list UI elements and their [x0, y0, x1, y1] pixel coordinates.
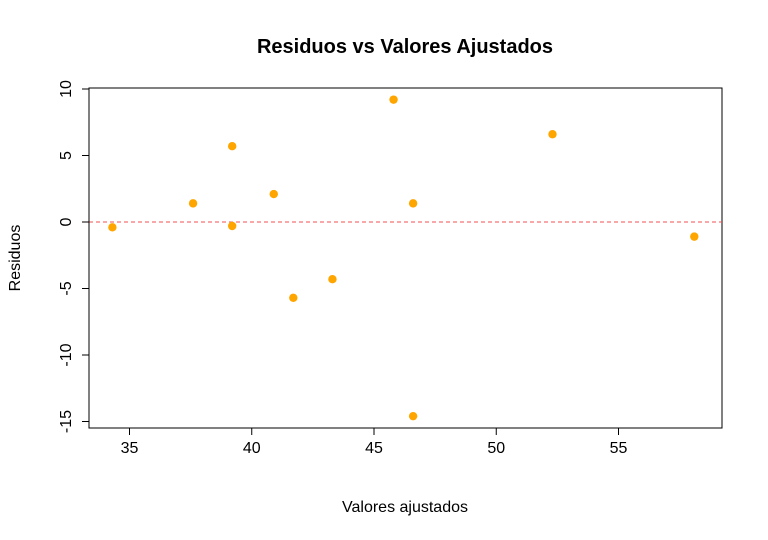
x-axis-label: Valores ajustados: [342, 499, 468, 516]
data-point: [408, 199, 418, 208]
y-tick-label: 10: [58, 80, 75, 98]
x-tick-label: 40: [243, 440, 261, 457]
data-point: [188, 199, 198, 208]
plot-frame: [88, 87, 723, 429]
data-point: [548, 130, 557, 139]
data-point: [108, 223, 117, 232]
y-axis-label: Residuos: [7, 225, 24, 292]
points-layer: [108, 95, 699, 421]
x-tick-label: 45: [365, 440, 383, 457]
data-point: [690, 232, 699, 241]
x-tick-label: 35: [121, 440, 139, 457]
x-axis: 35 40 45 50 55: [121, 427, 628, 457]
y-tick-label: -15: [58, 410, 75, 433]
data-point: [289, 293, 298, 303]
data-point: [328, 274, 337, 284]
x-tick-label: 55: [610, 440, 628, 457]
data-point: [227, 141, 237, 151]
y-tick-label: 0: [58, 217, 75, 226]
data-point: [389, 95, 398, 104]
chart-title: Residuos vs Valores Ajustados: [257, 36, 553, 58]
data-point: [227, 221, 237, 231]
x-tick-label: 50: [487, 440, 505, 457]
y-tick-label: -5: [58, 281, 75, 295]
data-point: [408, 411, 418, 421]
data-point: [269, 189, 278, 199]
y-tick-label: -10: [58, 343, 75, 366]
y-tick-label: 5: [58, 151, 75, 160]
y-axis: -15 -10 -5 0 5 10: [58, 80, 90, 433]
